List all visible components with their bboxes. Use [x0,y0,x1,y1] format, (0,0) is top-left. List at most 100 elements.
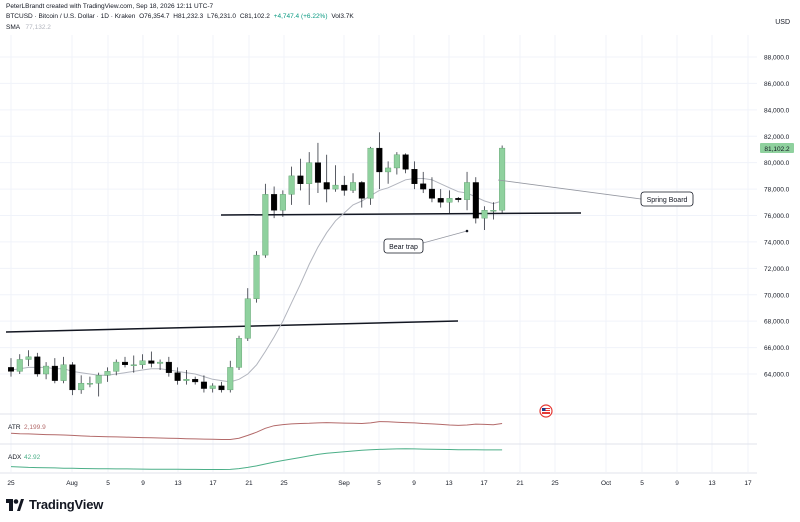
candle-body [244,298,251,339]
candle-body [411,169,418,184]
high-value: H81,232.3 [173,13,204,20]
candle [78,375,85,394]
candle-body [271,194,278,211]
candle-body [367,147,374,199]
candle-body [446,198,453,203]
candle [157,359,164,371]
date-tick-label: 5 [377,480,381,487]
candle [367,146,374,205]
candle [69,362,76,396]
symbol-label[interactable]: BTCUSD · Bitcoin / U.S. Dollar · 1D · Kr… [6,13,136,20]
candle-body [51,365,58,381]
candle-body [183,379,190,381]
candle-body [455,198,462,200]
date-tick-label: 5 [106,480,110,487]
candle [350,173,357,194]
lower-trend-line[interactable] [5,320,459,333]
candle-body [60,364,67,381]
last-price-badge: 81,102.2 [760,143,794,153]
bear-trap-callout[interactable]: Bear trap [383,238,424,254]
date-tick-label: 21 [516,480,524,487]
candle-body [332,184,339,190]
low-value: L76,231.0 [207,13,237,20]
candle-body [472,182,479,219]
spring-board-pointer [497,179,642,200]
candle [323,154,330,203]
candle-body [227,367,234,391]
candle-body [464,182,471,200]
tradingview-logo-text: TradingView [29,497,104,512]
us-flag-event-icon[interactable] [539,404,553,418]
tradingview-logo-icon [6,498,24,511]
candle [306,152,313,205]
adx-label[interactable]: ADX [8,454,22,461]
atr-pane [10,421,503,440]
candle-body [86,383,93,385]
price-tick-label: 68,000.0 [764,319,790,326]
candle-body [218,385,225,391]
candle [183,370,190,385]
candle-body [200,381,207,389]
candle [490,202,497,220]
date-tick-label: 5 [640,480,644,487]
date-tick-label: 17 [744,480,752,487]
price-tick-label: 64,000.0 [764,372,790,379]
price-tick-label: 88,000.0 [764,55,790,62]
candle-body [148,360,155,364]
candle [51,358,58,384]
candle-body [69,364,76,391]
tradingview-logo[interactable]: TradingView [6,497,103,512]
candle-body [402,154,409,170]
candle-body [279,194,286,211]
candle [262,183,269,258]
date-tick-label: 17 [480,480,488,487]
support-line[interactable] [220,212,582,216]
date-tick-label: 13 [445,480,453,487]
spring-board-label: Spring Board [647,197,688,204]
volume-value: Vol3.7K [331,13,354,20]
adx-value: 42.92 [24,454,41,461]
candle-body [376,147,383,173]
candle-body [104,371,111,376]
candle-body [499,147,506,211]
date-tick-label: 25 [280,480,288,487]
candle [244,288,251,341]
candle-body [490,210,497,212]
candle [95,372,102,397]
spring-board-callout[interactable]: Spring Board [640,191,694,207]
candle [34,352,41,377]
price-axis[interactable]: 88,000.0 86,000.0 84,000.0 82,000.0 80,000.0… [764,55,790,379]
candle-body [16,359,23,372]
date-tick-label: 21 [245,480,253,487]
change-value: +4,747.4 (+6.22%) [273,13,328,20]
attribution: PeterLBrandt created with TradingView.co… [6,3,214,10]
candle [200,375,207,393]
candle [209,383,216,393]
candle-body [253,254,260,299]
atr-label[interactable]: ATR [8,424,21,431]
candle [253,251,260,303]
date-axis[interactable]: 25 Aug 5 9 13 17 21 25 Sep 5 9 13 17 21 25 Oct 5 9 13 17 [7,480,752,487]
candle-body [7,367,14,372]
candle [411,161,418,190]
candle-body [481,210,488,219]
candle [104,367,111,382]
candle [60,356,67,384]
candle-body [358,182,365,199]
candle [393,152,400,175]
candle [314,142,321,194]
date-tick-label: Sep [338,480,350,487]
candle [428,177,435,203]
sma-label[interactable]: SMA [6,24,20,31]
candle-body [157,361,164,364]
candle [174,367,181,385]
date-tick-label: 13 [708,480,716,487]
candle-body [236,338,243,368]
candle [139,354,146,369]
date-tick-label: 13 [174,480,182,487]
price-tick-label: 80,000.0 [764,160,790,167]
candle-body [385,167,392,173]
candle [332,165,339,192]
candle [279,190,286,217]
